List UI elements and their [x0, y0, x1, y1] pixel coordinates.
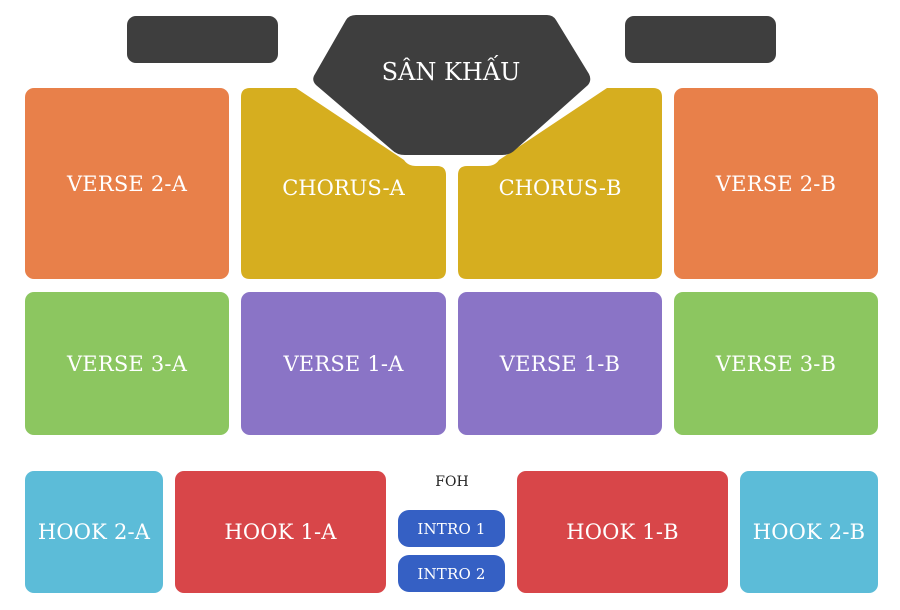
- zone-hook-2-b[interactable]: HOOK 2-B: [740, 471, 878, 593]
- zone-verse-3-b[interactable]: VERSE 3-B: [674, 292, 878, 435]
- zone-verse-1-a[interactable]: VERSE 1-A: [241, 292, 446, 435]
- zone-hook-1-b[interactable]: HOOK 1-B: [517, 471, 728, 593]
- zone-verse-2-a[interactable]: VERSE 2-A: [25, 88, 229, 279]
- stage-label: SÂN KHẤU: [340, 58, 562, 86]
- zone-chorus-a-label: CHORUS-A: [241, 176, 446, 200]
- zone-intro-2[interactable]: INTRO 2: [398, 555, 505, 592]
- zone-verse-2-b[interactable]: VERSE 2-B: [674, 88, 878, 279]
- zone-verse-3-a[interactable]: VERSE 3-A: [25, 292, 229, 435]
- zone-chorus-b-label: CHORUS-B: [458, 176, 662, 200]
- left-booth: [127, 16, 278, 63]
- zone-verse-1-b[interactable]: VERSE 1-B: [458, 292, 662, 435]
- zone-hook-1-a[interactable]: HOOK 1-A: [175, 471, 386, 593]
- right-booth: [625, 16, 776, 63]
- zone-hook-2-a[interactable]: HOOK 2-A: [25, 471, 163, 593]
- zone-intro-1[interactable]: INTRO 1: [398, 510, 505, 547]
- foh-label: FOH: [400, 474, 504, 490]
